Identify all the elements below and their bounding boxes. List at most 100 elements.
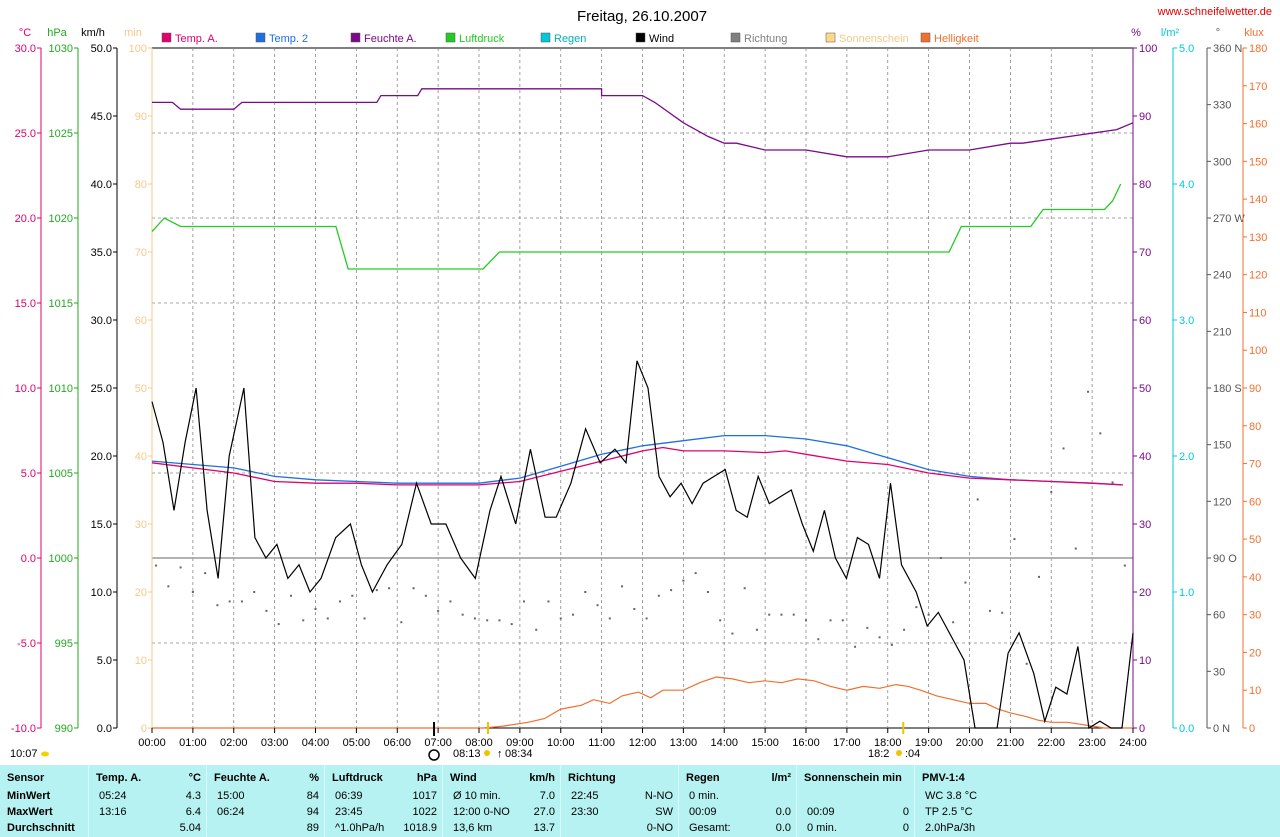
sunset-label: 18:2	[868, 748, 889, 760]
website-link[interactable]: www.schneifelwetter.de	[1157, 6, 1272, 18]
direction-point	[1050, 490, 1053, 493]
direction-point	[939, 557, 942, 559]
left-axis-tick-label: 1005	[49, 468, 73, 480]
right-axis-tick-label: 110	[1249, 307, 1267, 319]
stats-cell: Feuchte A.	[214, 772, 270, 784]
direction-point	[633, 608, 636, 610]
direction-point	[486, 619, 489, 622]
weather-chart: Freitag, 26.10.2007 www.schneifelwetter.…	[10, 6, 1272, 761]
left-axis-unit: km/h	[81, 27, 105, 39]
brightness-line	[152, 676, 1133, 729]
direction-point	[449, 600, 452, 603]
right-axis-tick-label: 330	[1213, 100, 1231, 112]
direction-point	[302, 619, 305, 622]
stats-column: Feuchte A.% 15:00 84 06:24 94 89	[206, 765, 325, 837]
right-axis-tick-label: 170	[1249, 81, 1267, 93]
right-axis-tick-label: 30	[1249, 610, 1261, 622]
direction-point	[510, 623, 513, 626]
direction-point	[682, 579, 685, 582]
temp-a-line	[151, 446, 1123, 486]
direction-point	[596, 604, 599, 607]
direction-point	[817, 638, 820, 641]
left-axis-tick-label: 60	[135, 315, 147, 327]
direction-point	[657, 594, 660, 597]
direction-point	[461, 613, 464, 616]
stats-cell: WC 3.8 °C	[925, 790, 978, 802]
stats-cell: ^1.0hPa/h	[335, 822, 385, 834]
legend-swatch	[445, 32, 456, 43]
sun-markers: 08:13 ↑ 08:34 18:2:04 10:07	[10, 722, 920, 761]
right-axis-tick-label: 360 N	[1213, 43, 1242, 55]
axes: °C 30.0 25.0 20.0 15.0 10.0 5.0 0.0 -5.0 -10.0 hPa…	[11, 27, 1267, 735]
stats-cell: %	[309, 772, 319, 784]
right-axis-tick-label: 120	[1249, 270, 1267, 282]
right-axis-tick-label: 60	[1139, 315, 1151, 327]
direction-point	[265, 609, 268, 612]
stats-cell: 15:00	[217, 790, 245, 802]
stats-cell: 27.0	[533, 806, 555, 818]
direction-point	[572, 613, 575, 616]
direction-point	[437, 609, 440, 612]
direction-point	[289, 594, 292, 597]
stats-cell: N-NO	[644, 790, 673, 802]
direction-point	[1025, 662, 1028, 665]
direction-point	[424, 594, 427, 597]
stats-cell: l/m²	[771, 772, 791, 784]
chart-title: Freitag, 26.10.2007	[577, 8, 707, 25]
right-axis-tick-label: 240	[1213, 270, 1231, 282]
right-axis-tick-label: 100	[1139, 43, 1157, 55]
last-update-label: 10:07	[10, 748, 38, 760]
direction-point	[314, 608, 317, 610]
right-axis-tick-label: 120	[1213, 496, 1231, 508]
stats-cell: 4.3	[185, 790, 201, 802]
left-axis-tick-label: 20.0	[15, 213, 36, 225]
legend-label: Temp. 2	[269, 33, 308, 45]
direction-point	[915, 606, 918, 609]
legend-label: Regen	[554, 33, 586, 45]
stats-cell: Temp. A.	[96, 772, 142, 784]
stats-cell: 05:24	[99, 790, 127, 802]
direction-point	[694, 572, 697, 575]
right-axis-unit: l/m²	[1161, 27, 1180, 39]
right-axis-tick-label: 40	[1139, 451, 1151, 463]
left-axis-tick-label: 15.0	[15, 298, 36, 310]
legend: Temp. A. Temp. 2 Feuchte A. Luftdruck Regen W…	[161, 32, 979, 45]
direction-point	[1062, 447, 1065, 450]
stats-cell: 0	[902, 822, 909, 834]
direction-point	[1013, 538, 1016, 541]
x-axis-tick-label: 07:00	[424, 737, 452, 749]
stats-cell: 7.0	[539, 790, 555, 802]
left-axis-tick-label: 0	[141, 723, 147, 735]
stats-cell: hPa	[416, 772, 437, 784]
direction-point	[805, 619, 807, 622]
x-axis-tick-label: 11:00	[588, 737, 615, 749]
direction-point	[670, 589, 673, 592]
direction-point	[559, 617, 562, 620]
left-axis-tick-label: 1010	[49, 383, 73, 395]
direction-point	[326, 617, 329, 620]
right-axis-tick-label: 30	[1213, 666, 1225, 678]
stats-column: Luftdruck hPa 06:39 1017 23:45 1022 ^1.0hPa/h 1…	[324, 765, 443, 837]
direction-point	[755, 628, 758, 631]
left-axis-tick-label: 25.0	[15, 128, 36, 140]
stats-cell: Gesamt:	[689, 822, 731, 834]
left-axis-tick-label: 1020	[49, 213, 73, 225]
stats-cell: Luftdruck	[332, 772, 383, 784]
left-axis-tick-label: 40.0	[91, 179, 112, 191]
direction-point	[547, 600, 550, 603]
left-axis-tick-label: 20	[135, 587, 147, 599]
direction-point	[339, 600, 342, 603]
right-axis-tick-label: 0	[1139, 723, 1145, 735]
stats-cell: MinWert	[7, 790, 51, 802]
stats-column: Regen l/m² 0 min. 00:09 0.0 Gesamt: 0.0	[678, 765, 797, 837]
right-axis-tick-label: 180	[1249, 43, 1267, 55]
left-axis-tick-label: -10.0	[11, 723, 36, 735]
x-axis-tick-label: 03:00	[261, 737, 289, 749]
direction-point	[1087, 390, 1090, 393]
direction-point	[988, 609, 991, 612]
stats-cell: 0.0	[775, 806, 791, 818]
left-axis-tick-label: 50	[135, 383, 147, 395]
x-axis-tick-label: 06:00	[383, 737, 411, 749]
direction-point	[204, 572, 207, 575]
left-axis-tick-label: 30.0	[15, 43, 36, 55]
